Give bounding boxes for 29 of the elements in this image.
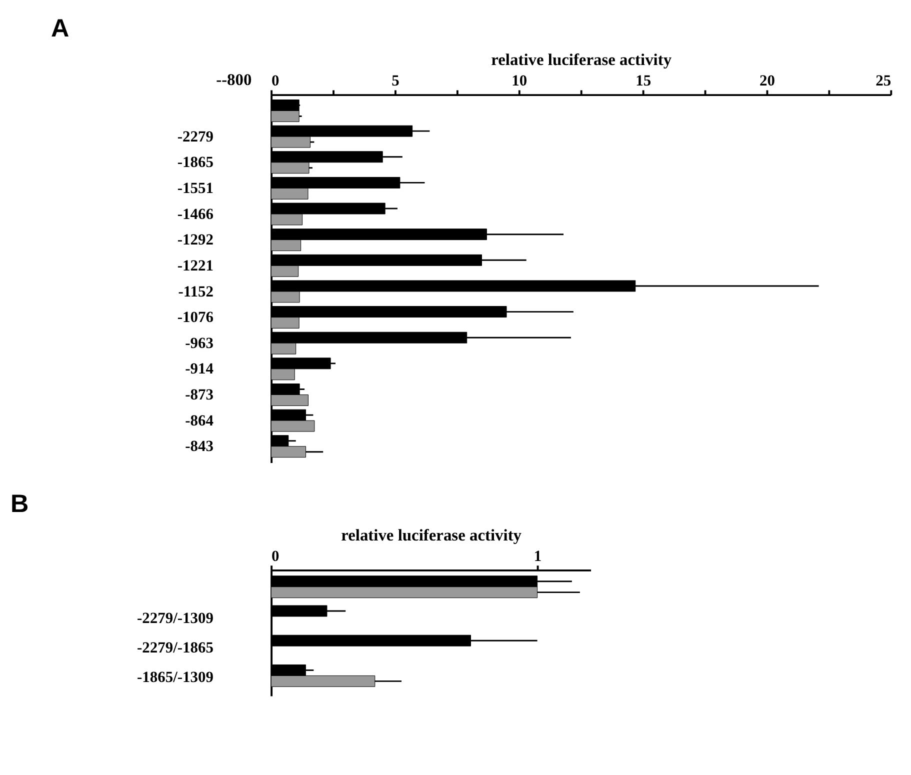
y-tick-label: -1466: [177, 206, 214, 223]
y-tick-label: -914: [185, 360, 214, 378]
y-tick-label: -873: [185, 386, 214, 404]
text: B: [10, 490, 29, 518]
x-tick-label: 0: [272, 72, 280, 90]
y-tick-label: -1076: [177, 309, 214, 326]
y-tick-label: -1221: [177, 257, 214, 274]
y-tick-label: -1292: [177, 232, 214, 249]
text: A: [50, 14, 70, 43]
x-axis-title: relative luciferase activity: [341, 525, 522, 544]
x-tick-label: 0: [272, 548, 280, 565]
y-tick-label: -1865: [177, 154, 214, 172]
x-tick-label: 1: [534, 548, 542, 565]
y-tick-label: -864: [185, 412, 214, 430]
y-tick-label: -2279/-1865: [136, 640, 214, 657]
x-tick-label: 25: [876, 72, 892, 90]
y-tick-label: -1152: [178, 283, 214, 300]
y-tick-label: -2279: [177, 128, 214, 146]
text: --800: [216, 70, 252, 89]
x-tick-label: 20: [760, 72, 776, 90]
y-tick-label: -2279/-1309: [136, 610, 214, 627]
x-tick-label: 5: [392, 72, 400, 90]
y-tick-label: -1865/-1309: [136, 669, 214, 686]
x-axis-title: relative luciferase activity: [491, 50, 672, 70]
y-tick-label: -963: [185, 334, 214, 352]
y-tick-label: -1551: [177, 180, 214, 198]
x-tick-label: 10: [512, 72, 528, 90]
x-tick-label: 15: [636, 72, 652, 90]
y-tick-label: -843: [185, 438, 214, 456]
